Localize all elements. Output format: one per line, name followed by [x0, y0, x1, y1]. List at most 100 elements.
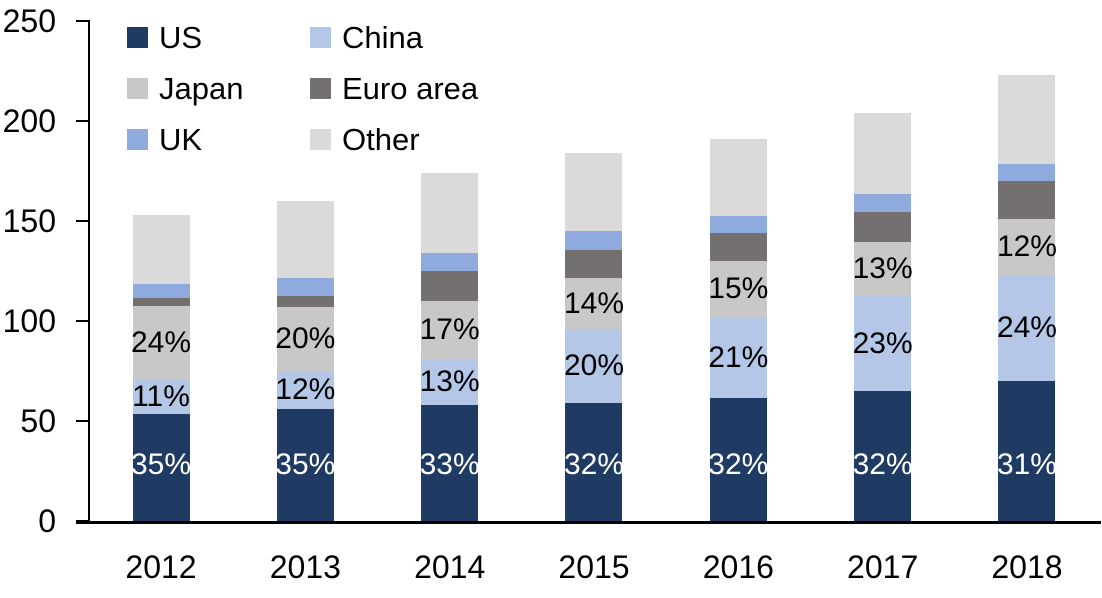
x-axis-line — [76, 521, 1101, 524]
legend-item-japan: Japan — [127, 73, 243, 104]
data-label-us-2017: 32% — [852, 448, 913, 481]
legend-swatch-other-icon — [310, 129, 331, 150]
bar-segment-2012-uk — [132, 284, 190, 298]
x-axis-category-label: 2012 — [125, 549, 197, 585]
bar-segment-2014-japan — [421, 301, 479, 359]
y-axis-tick-label: 100 — [2, 303, 56, 339]
bar-segment-2017-japan — [854, 242, 912, 296]
y-axis-tick-label: 50 — [20, 403, 56, 439]
data-label-china-2015: 20% — [563, 349, 624, 382]
bar-segment-2017-china — [854, 296, 912, 391]
bar-segment-2012-other — [132, 215, 190, 284]
bar-segment-2014-euro-area — [421, 271, 479, 301]
legend-label-other: Other — [342, 122, 420, 157]
bar-segment-2012-china — [132, 380, 190, 414]
x-axis-category-label: 2018 — [991, 549, 1063, 585]
x-axis-category-label: 2015 — [558, 549, 630, 585]
bar-segment-2018-china — [998, 275, 1056, 381]
bar-segment-2015-uk — [565, 231, 623, 250]
y-axis-tick — [76, 120, 88, 122]
legend-swatch-china-icon — [310, 27, 331, 48]
bar-segment-2016-china — [709, 317, 767, 398]
bar-segment-2013-other — [276, 201, 334, 278]
bar-segment-2018-other — [998, 75, 1056, 164]
y-axis-tick-label: 200 — [2, 103, 56, 139]
bar-segment-2017-uk — [854, 194, 912, 212]
bar-segment-2014-china — [421, 359, 479, 405]
bar-segment-2015-china — [565, 329, 623, 403]
data-label-china-2017: 23% — [852, 326, 913, 360]
data-label-china-2014: 13% — [419, 365, 480, 398]
bar-segment-2016-other — [709, 139, 767, 216]
legend-label-uk: UK — [159, 122, 203, 157]
bar-segment-2015-japan — [565, 278, 623, 329]
bar-segment-2016-uk — [709, 216, 767, 233]
bar-segment-2016-euro-area — [709, 233, 767, 261]
legend-item-euro-area: Euro area — [310, 73, 478, 104]
data-label-us-2018: 31% — [996, 448, 1057, 481]
legend-label-china: China — [342, 20, 423, 55]
bar-segment-2013-euro-area — [276, 296, 334, 307]
data-label-japan-2017: 13% — [852, 252, 913, 285]
bar-segment-2018-japan — [998, 219, 1056, 275]
bar-segment-2014-us — [421, 405, 479, 521]
data-label-japan-2016: 15% — [708, 272, 769, 305]
data-label-us-2015: 32% — [563, 448, 624, 481]
bar-segment-2015-euro-area — [565, 250, 623, 278]
data-label-china-2016: 21% — [708, 340, 769, 374]
bar-segment-2018-uk — [998, 164, 1056, 181]
bar-segment-2017-euro-area — [854, 212, 912, 242]
y-axis-tick — [76, 320, 88, 322]
legend-swatch-euro-area-icon — [310, 78, 331, 99]
x-axis-category-label: 2017 — [847, 549, 919, 585]
y-axis-tick — [76, 520, 88, 522]
x-axis-category-label: 2014 — [414, 549, 486, 585]
data-label-japan-2014: 17% — [419, 313, 480, 346]
legend-label-japan: Japan — [159, 71, 244, 106]
data-label-china-2013: 12% — [275, 373, 336, 406]
bar-segment-2015-other — [565, 153, 623, 231]
bar-segment-2013-china — [276, 371, 334, 409]
bar-segment-2016-us — [709, 398, 767, 521]
data-label-japan-2013: 20% — [275, 322, 336, 355]
data-label-japan-2015: 14% — [563, 286, 624, 320]
bar-segment-2014-other — [421, 173, 479, 253]
data-label-japan-2012: 24% — [130, 326, 192, 359]
y-axis-tick — [76, 20, 88, 22]
bar-segment-2016-japan — [709, 261, 767, 317]
x-axis-category-label: 2016 — [702, 549, 774, 585]
y-axis-tick-label: 250 — [2, 3, 56, 39]
legend-label-euro-area: Euro area — [342, 71, 479, 106]
data-label-us-2013: 35% — [275, 448, 336, 481]
legend-item-uk: UK — [127, 124, 202, 155]
bar-segment-2014-uk — [421, 253, 479, 271]
data-label-japan-2018: 12% — [996, 230, 1057, 263]
y-axis-tick — [76, 220, 88, 222]
data-label-us-2014: 33% — [419, 448, 480, 481]
bar-segment-2013-us — [276, 409, 334, 521]
legend-swatch-us-icon — [127, 27, 148, 48]
legend-swatch-japan-icon — [127, 78, 148, 99]
x-axis-category-label: 2013 — [269, 549, 341, 585]
data-label-china-2012: 11% — [132, 380, 190, 413]
data-label-us-2012: 35% — [130, 448, 192, 481]
data-label-us-2016: 32% — [708, 448, 769, 481]
bar-segment-2018-us — [998, 381, 1056, 521]
bar-segment-2012-euro-area — [132, 298, 190, 306]
legend-item-china: China — [310, 22, 423, 53]
y-axis-line — [88, 20, 90, 524]
y-axis-tick-label: 150 — [2, 203, 56, 239]
legend-label-us: US — [159, 20, 203, 55]
bar-segment-2015-us — [565, 403, 623, 521]
legend-item-other: Other — [310, 124, 420, 155]
bar-segment-2013-uk — [276, 278, 334, 296]
y-axis-tick-label: 0 — [38, 503, 56, 539]
legend-swatch-uk-icon — [127, 129, 148, 150]
bar-segment-2013-japan — [276, 307, 334, 371]
bar-segment-2012-us — [132, 414, 190, 521]
legend-item-us: US — [127, 22, 202, 53]
bar-segment-2017-us — [854, 391, 912, 521]
y-axis-tick — [76, 420, 88, 422]
data-label-china-2018: 24% — [996, 311, 1057, 344]
